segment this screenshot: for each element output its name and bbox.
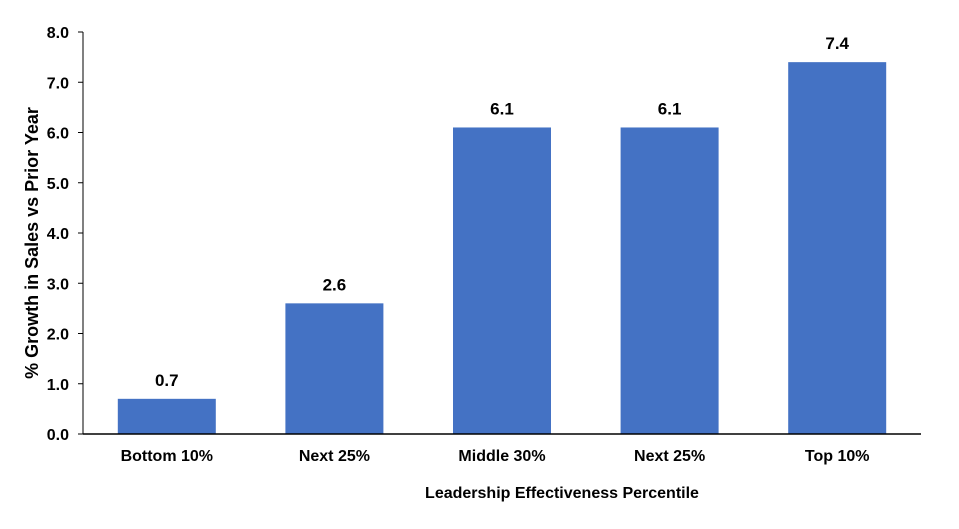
y-axis-ticks: 0.0 1.0 2.0 3.0 4.0 5.0 6.0 7.0 8.0 [47,25,83,444]
bars [117,62,887,435]
bar [285,303,384,434]
bar-data-label: 7.4 [825,34,849,53]
x-tick-label: Middle 30% [458,448,545,465]
y-tick-label: 1.0 [47,377,69,394]
x-axis-ticks: Bottom 10% Next 25% Middle 30% Next 25% Top … [121,448,870,465]
y-axis-label: % Growth in Sales vs Prior Year [22,107,42,379]
bar [620,127,719,434]
x-tick-label: Bottom 10% [121,448,213,465]
bar [117,398,216,434]
y-tick-label: 4.0 [47,226,69,243]
bar-data-labels: 0.7 2.6 6.1 6.1 7.4 [155,34,850,390]
bar [453,127,551,434]
x-tick-label: Next 25% [634,448,705,465]
y-tick-label: 6.0 [47,126,69,143]
y-tick-label: 2.0 [47,327,69,344]
bar-data-label: 2.6 [323,275,347,294]
x-tick-label: Top 10% [805,448,870,465]
x-axis-label: Leadership Effectiveness Percentile [425,485,699,502]
y-tick-label: 3.0 [47,276,69,293]
y-tick-label: 0.0 [47,427,69,444]
y-tick-label: 5.0 [47,176,69,193]
x-tick-label: Next 25% [299,448,370,465]
bar-data-label: 6.1 [658,99,682,118]
y-tick-label: 8.0 [47,25,69,42]
y-tick-label: 7.0 [47,75,69,92]
bar-data-label: 6.1 [490,99,514,118]
bar [788,62,887,435]
bar-data-label: 0.7 [155,371,179,390]
